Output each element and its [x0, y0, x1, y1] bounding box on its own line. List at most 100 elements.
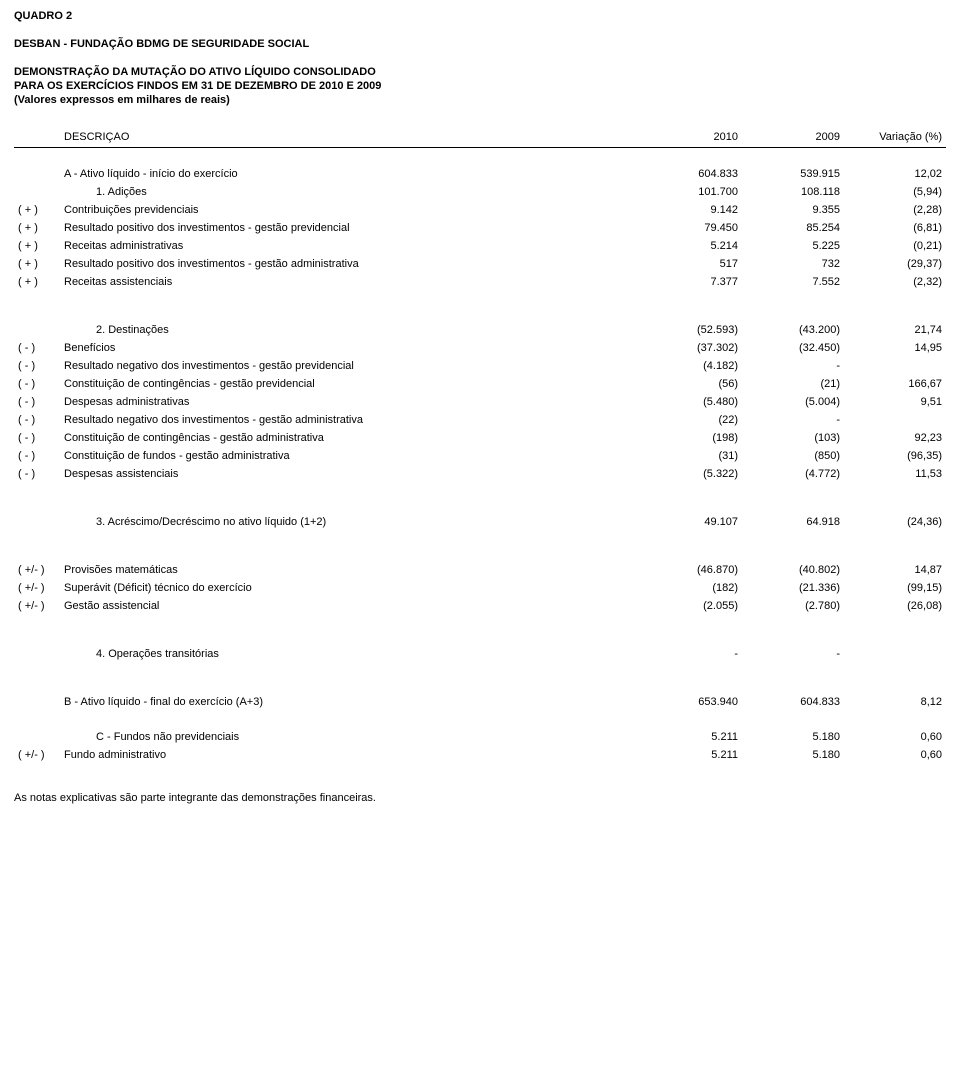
row-v1: 604.833: [640, 148, 742, 184]
table-row: ( - )Resultado negativo dos investimento…: [14, 411, 946, 429]
row-sign: ( +/- ): [14, 561, 60, 579]
row-v3: [844, 411, 946, 429]
row-v2: 5.180: [742, 746, 844, 764]
row-v2: (21.336): [742, 579, 844, 597]
document-header: QUADRO 2 DESBAN - FUNDAÇÃO BDMG DE SEGUR…: [14, 10, 946, 106]
row-v1: 7.377: [640, 273, 742, 291]
row-v1: 79.450: [640, 219, 742, 237]
row-v1: (22): [640, 411, 742, 429]
row-v1: 5.211: [640, 711, 742, 746]
row-v3: 166,67: [844, 375, 946, 393]
row-sign: [14, 513, 60, 531]
row-desc: Gestão assistencial: [60, 597, 640, 615]
row-desc: A - Ativo líquido - início do exercício: [60, 148, 640, 184]
row-desc: Resultado negativo dos investimentos - g…: [60, 357, 640, 375]
table-row: ( +/- )Superávit (Déficit) técnico do ex…: [14, 579, 946, 597]
row-v2: (103): [742, 429, 844, 447]
row-desc: Constituição de contingências - gestão a…: [60, 429, 640, 447]
table-row: ( - )Constituição de contingências - ges…: [14, 375, 946, 393]
spacer-row: [14, 483, 946, 513]
row-sign: ( + ): [14, 255, 60, 273]
row-v2: (850): [742, 447, 844, 465]
table-row: ( + )Contribuições previdenciais9.1429.3…: [14, 201, 946, 219]
row-desc: Despesas assistenciais: [60, 465, 640, 483]
table-row: ( +/- )Provisões matemáticas(46.870)(40.…: [14, 561, 946, 579]
table-row: C - Fundos não previdenciais5.2115.1800,…: [14, 711, 946, 746]
row-sign: ( - ): [14, 465, 60, 483]
row-sign: [14, 148, 60, 184]
table-row: ( - )Constituição de fundos - gestão adm…: [14, 447, 946, 465]
row-desc: Contribuições previdenciais: [60, 201, 640, 219]
row-v2: -: [742, 357, 844, 375]
row-sign: [14, 711, 60, 746]
row-sign: ( + ): [14, 219, 60, 237]
row-sign: ( - ): [14, 411, 60, 429]
row-sign: ( + ): [14, 273, 60, 291]
row-v1: (5.480): [640, 393, 742, 411]
spacer-row: [14, 663, 946, 693]
row-v3: [844, 645, 946, 663]
mutation-table: DESCRIÇAO 2010 2009 Variação (%) A - Ati…: [14, 128, 946, 764]
row-v3: 12,02: [844, 148, 946, 184]
row-sign: ( +/- ): [14, 579, 60, 597]
row-v1: 9.142: [640, 201, 742, 219]
spacer-row: [14, 291, 946, 321]
row-desc: Resultado positivo dos investimentos - g…: [60, 219, 640, 237]
table-row: ( + )Resultado positivo dos investimento…: [14, 219, 946, 237]
row-sign: ( - ): [14, 447, 60, 465]
row-v3: (2,32): [844, 273, 946, 291]
row-v2: 85.254: [742, 219, 844, 237]
row-desc: Constituição de fundos - gestão administ…: [60, 447, 640, 465]
row-v2: 5.180: [742, 711, 844, 746]
row-v3: (26,08): [844, 597, 946, 615]
row-v2: (5.004): [742, 393, 844, 411]
row-v3: 14,87: [844, 561, 946, 579]
row-v1: 49.107: [640, 513, 742, 531]
table-row: B - Ativo líquido - final do exercício (…: [14, 693, 946, 711]
row-v2: 5.225: [742, 237, 844, 255]
row-sign: [14, 183, 60, 201]
row-desc: 4. Operações transitórias: [60, 645, 640, 663]
row-sign: ( - ): [14, 429, 60, 447]
row-sign: ( - ): [14, 339, 60, 357]
table-row: 1. Adições101.700108.118(5,94): [14, 183, 946, 201]
row-desc: Constituição de contingências - gestão p…: [60, 375, 640, 393]
row-sign: ( +/- ): [14, 597, 60, 615]
col-desc: DESCRIÇAO: [60, 128, 640, 148]
row-v3: (99,15): [844, 579, 946, 597]
row-desc: Fundo administrativo: [60, 746, 640, 764]
row-v3: (24,36): [844, 513, 946, 531]
footnote: As notas explicativas são parte integran…: [14, 792, 946, 804]
row-v2: (40.802): [742, 561, 844, 579]
table-row: 2. Destinações(52.593)(43.200)21,74: [14, 321, 946, 339]
row-v2: 7.552: [742, 273, 844, 291]
row-desc: Despesas administrativas: [60, 393, 640, 411]
row-sign: ( - ): [14, 357, 60, 375]
row-v1: (182): [640, 579, 742, 597]
table-row: ( - )Benefícios(37.302)(32.450)14,95: [14, 339, 946, 357]
row-desc: 1. Adições: [60, 183, 640, 201]
row-v3: (5,94): [844, 183, 946, 201]
row-v3: 8,12: [844, 693, 946, 711]
table-row: ( + )Receitas assistenciais7.3777.552(2,…: [14, 273, 946, 291]
table-header-row: DESCRIÇAO 2010 2009 Variação (%): [14, 128, 946, 148]
row-v3: 14,95: [844, 339, 946, 357]
row-v1: 5.211: [640, 746, 742, 764]
row-v3: (96,35): [844, 447, 946, 465]
row-v3: (6,81): [844, 219, 946, 237]
row-v2: 108.118: [742, 183, 844, 201]
table-row: ( + )Receitas administrativas5.2145.225(…: [14, 237, 946, 255]
row-v1: (2.055): [640, 597, 742, 615]
row-v1: (46.870): [640, 561, 742, 579]
row-v2: 539.915: [742, 148, 844, 184]
row-sign: ( + ): [14, 201, 60, 219]
row-v2: 9.355: [742, 201, 844, 219]
row-sign: ( - ): [14, 393, 60, 411]
col-sign: [14, 128, 60, 148]
row-desc: C - Fundos não previdenciais: [60, 711, 640, 746]
org-name: DESBAN - FUNDAÇÃO BDMG DE SEGURIDADE SOC…: [14, 38, 946, 50]
row-v1: (198): [640, 429, 742, 447]
row-v2: 732: [742, 255, 844, 273]
col-2009: 2009: [742, 128, 844, 148]
row-v2: -: [742, 645, 844, 663]
